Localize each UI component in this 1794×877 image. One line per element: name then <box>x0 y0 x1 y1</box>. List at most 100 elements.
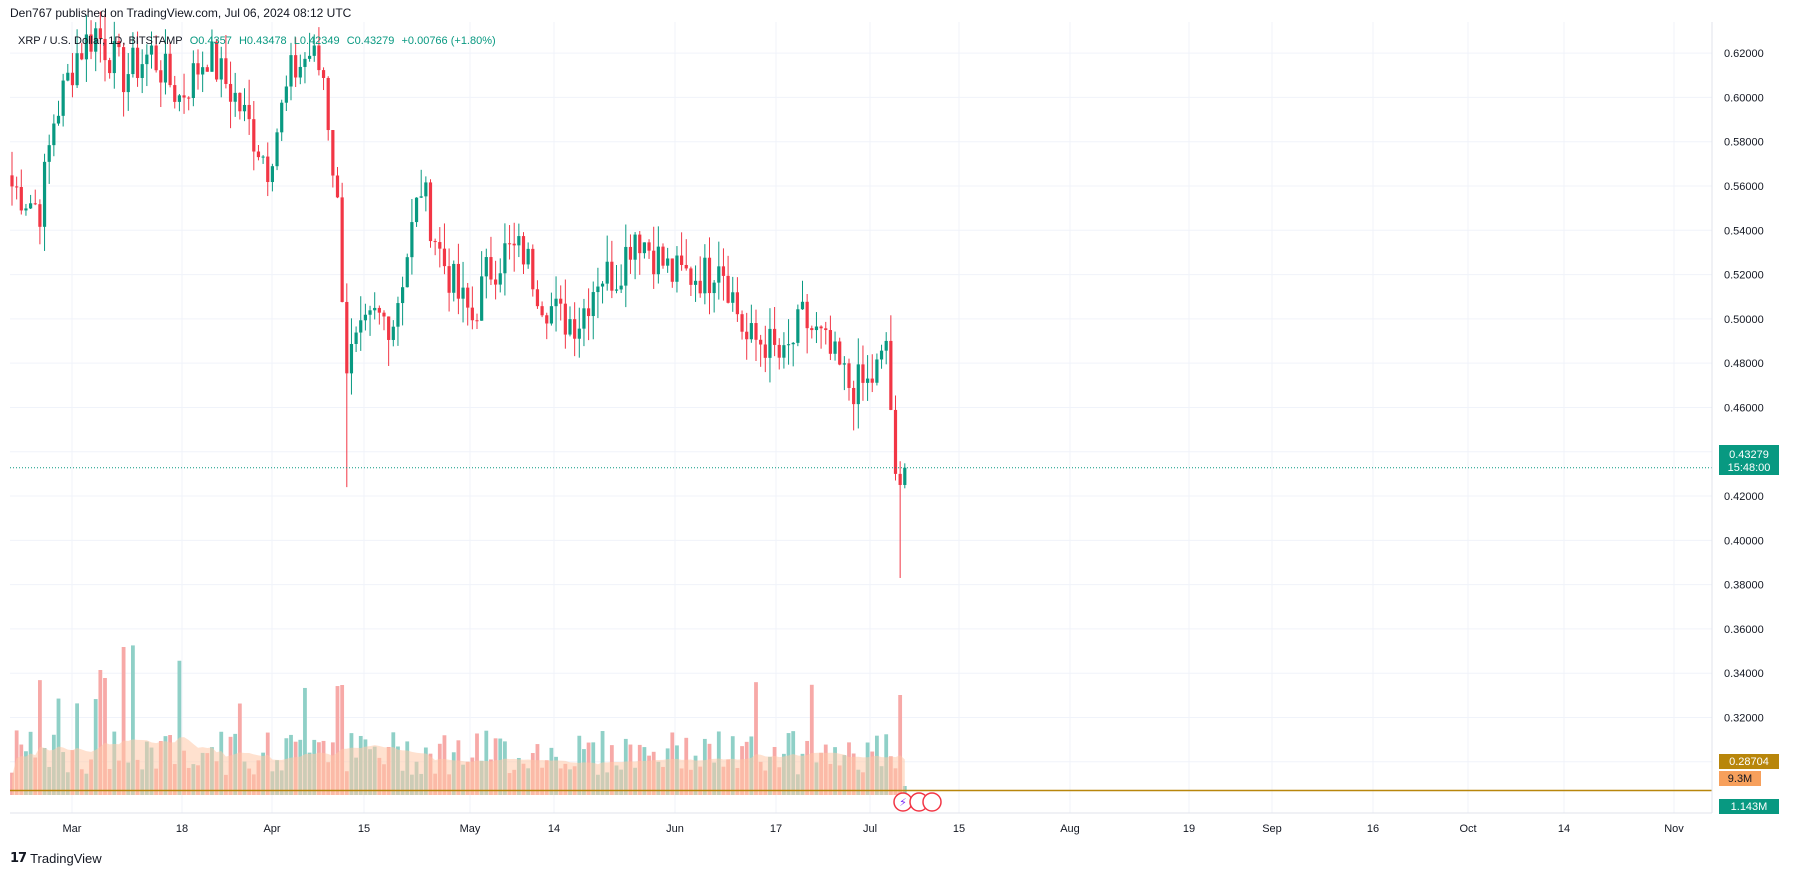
time-axis[interactable]: Mar 18 Apr 15 May 14 Jun 17 Jul 15 Aug 19 Sep 16 Oct 14… <box>10 812 1712 835</box>
candle-body <box>108 60 112 74</box>
candle-body <box>600 283 605 287</box>
hline-label-value: 0.28704 <box>1729 756 1769 768</box>
candle-body <box>205 67 209 72</box>
candle-body <box>382 312 386 317</box>
candle-body <box>280 102 284 133</box>
candle-body <box>545 315 549 324</box>
y-tick-label: 0.38000 <box>1724 580 1764 592</box>
candle-body <box>563 303 567 335</box>
candle-body <box>498 273 502 285</box>
candle-body <box>521 236 526 265</box>
candle-body <box>591 292 595 317</box>
candle-body <box>47 145 51 162</box>
candle-body <box>573 319 577 339</box>
candle-body <box>619 285 623 290</box>
candle-body <box>796 309 800 343</box>
candle-body <box>689 268 693 285</box>
candle-body <box>122 47 126 93</box>
candle-body <box>526 248 530 265</box>
candle-body <box>442 248 447 267</box>
candle-body <box>842 363 846 365</box>
candle-body <box>866 378 870 383</box>
tradingview-logo[interactable]: 𝟭𝟳 TradingView <box>10 850 102 866</box>
price-label-value: 0.43279 <box>1729 449 1769 461</box>
legend-close: C0.43279 <box>346 35 395 47</box>
volume-bar <box>93 699 98 795</box>
price-axis[interactable]: 0.62000 0.60000 0.58000 0.56000 0.54000 0.520… <box>1711 22 1764 813</box>
volume-label: 1.143M <box>1719 799 1779 814</box>
volume-bar <box>98 670 103 795</box>
candle-body <box>503 243 507 274</box>
symbol-legend[interactable]: XRP / U.S. Dollar, 1D, BITSTAMP O0.4357 … <box>18 35 500 47</box>
candle-body <box>135 47 140 78</box>
volume-bar <box>131 645 135 795</box>
candle-body <box>814 326 819 331</box>
candle-body <box>466 287 470 308</box>
candle-body <box>84 34 88 60</box>
candle-body <box>252 119 256 152</box>
volume-label-value: 1.143M <box>1731 801 1768 813</box>
candle-body <box>298 66 302 78</box>
y-tick-label: 0.56000 <box>1724 181 1764 193</box>
event-icons[interactable]: ⚡ <box>893 792 942 812</box>
candle-body <box>856 364 860 405</box>
candle-body <box>238 92 242 112</box>
candle-body <box>103 38 107 61</box>
candle-body <box>898 473 902 485</box>
candle-body <box>452 263 456 293</box>
candle-body <box>777 344 781 358</box>
candle-body <box>577 328 581 339</box>
candle-body <box>15 186 19 188</box>
candle-body <box>391 326 395 340</box>
candle-body <box>684 264 688 269</box>
volume-bar <box>121 647 126 795</box>
candle-body <box>628 246 633 260</box>
candle-body <box>405 257 409 288</box>
candle-body <box>670 258 674 282</box>
candle-body <box>70 72 75 86</box>
candle-body <box>489 257 493 280</box>
candle-body <box>242 104 247 112</box>
volume-bar <box>103 678 107 795</box>
candle-body <box>159 70 163 83</box>
legend-change: +0.00766 (+1.80%) <box>401 35 496 47</box>
candle-body <box>512 243 516 246</box>
candle-body <box>610 261 614 291</box>
candle-body <box>754 323 758 340</box>
candle-body <box>656 246 660 275</box>
tradingview-logo-icon: 𝟭𝟳 <box>10 850 27 865</box>
hline-label: 0.28704 <box>1719 754 1779 769</box>
candle-body <box>228 83 233 102</box>
candle-body <box>531 248 535 290</box>
candle-body <box>810 328 814 331</box>
candle-body <box>154 45 158 71</box>
candle-body <box>759 339 763 345</box>
candle-body <box>201 67 205 75</box>
candle-body <box>819 326 823 329</box>
candle-body <box>782 345 786 358</box>
x-tick-label: 15 <box>358 823 370 835</box>
us-flag-icon[interactable] <box>922 792 942 812</box>
candle-body <box>29 203 33 209</box>
candle-body <box>721 266 726 276</box>
y-tick-label: 0.32000 <box>1724 712 1764 724</box>
candle-body <box>140 64 144 78</box>
candle-body <box>94 28 98 52</box>
candle-body <box>312 45 316 56</box>
x-tick-label: 16 <box>1367 823 1379 835</box>
x-tick-label: Mar <box>63 823 82 835</box>
candle-body <box>149 45 154 55</box>
candle-body <box>410 222 414 258</box>
candle-body <box>215 41 219 80</box>
candle-body <box>424 182 428 197</box>
volume-bar <box>335 686 340 795</box>
x-tick-label: Oct <box>1459 823 1476 835</box>
candle-body <box>903 467 907 485</box>
candle-body <box>800 301 805 310</box>
candle-body <box>163 53 168 83</box>
y-tick-label: 0.60000 <box>1724 92 1764 104</box>
candle-body <box>331 130 335 176</box>
price-label-countdown: 15:48:00 <box>1728 462 1771 474</box>
candle-body <box>461 287 465 299</box>
